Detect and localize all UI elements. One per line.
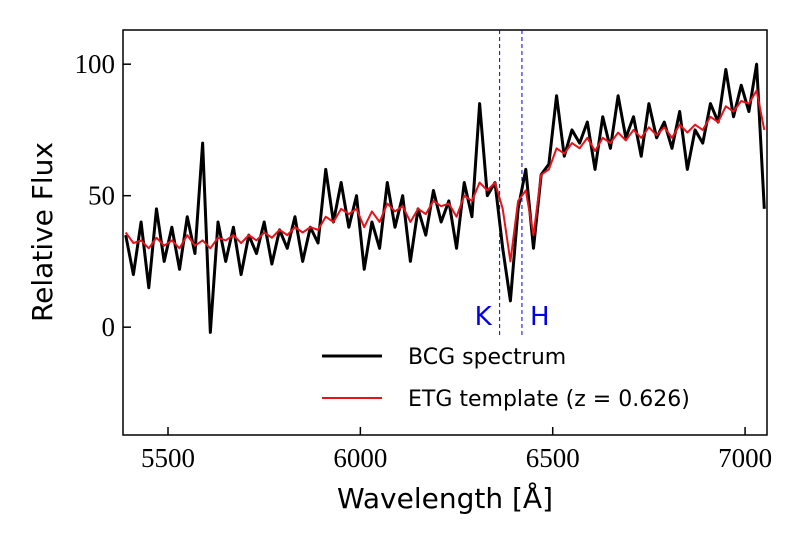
x-tick-label: 6500 (526, 443, 580, 473)
y-tick-label: 0 (102, 312, 116, 342)
legend-label: BCG spectrum (408, 345, 566, 370)
legend-label: ETG template (z = 0.626) (408, 387, 690, 412)
x-tick-label: 7000 (718, 443, 772, 473)
x-axis-label: Wavelength [Å] (337, 481, 553, 515)
legend-box (310, 336, 750, 416)
series-line (124, 89, 766, 263)
y-axis-label: Relative Flux (26, 142, 59, 322)
absorption-label: H (530, 302, 550, 332)
x-tick-label: 6000 (333, 443, 387, 473)
series-line (124, 62, 766, 334)
y-tick-label: 50 (88, 181, 115, 211)
plot-frame (122, 29, 768, 436)
x-tick-label: 5500 (141, 443, 195, 473)
y-tick-label: 100 (75, 49, 116, 79)
absorption-label: K (475, 302, 493, 332)
